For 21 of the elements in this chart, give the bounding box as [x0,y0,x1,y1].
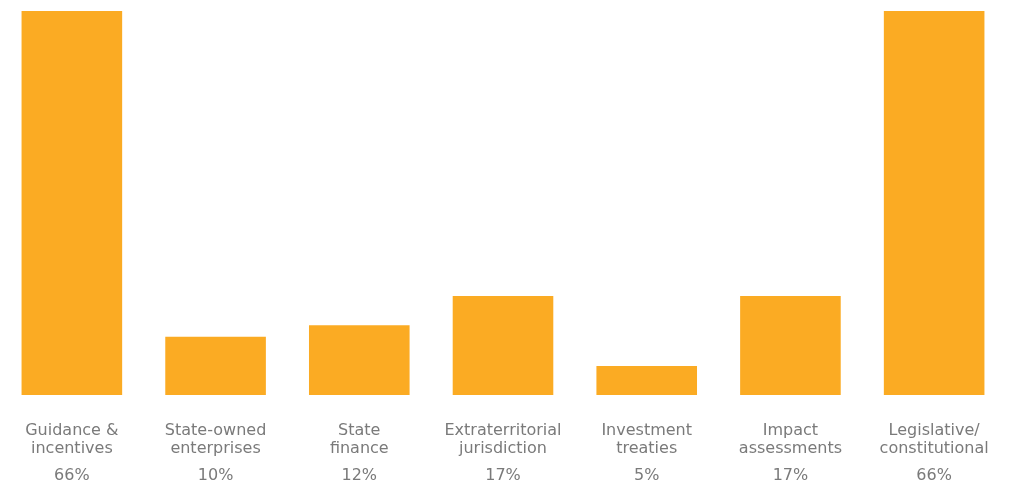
data-label: 12% [341,465,378,484]
data-label: 66% [54,465,90,484]
data-label: 66% [916,465,952,484]
bar [21,11,123,395]
data-label: 10% [197,465,234,484]
bar [308,325,410,395]
bar [452,296,554,395]
x-tick-label: Impact assessments [738,419,843,457]
data-label: 17% [772,465,809,484]
bar [740,296,841,395]
data-label: 5% [634,465,660,484]
x-tick-label: State finance [329,419,389,457]
x-tick-label: State-owned enterprises [164,419,267,457]
bar [596,365,698,395]
x-tick-label: Extraterritorial jurisdiction [444,419,562,457]
data-label: 17% [485,465,521,484]
x-tick-label: Legislative/constitutional [879,419,989,457]
x-tick-label: Guidance & incentives [25,419,119,457]
bar [165,336,266,395]
x-tick-label: Investment treaties [601,419,693,457]
bar [883,11,985,395]
